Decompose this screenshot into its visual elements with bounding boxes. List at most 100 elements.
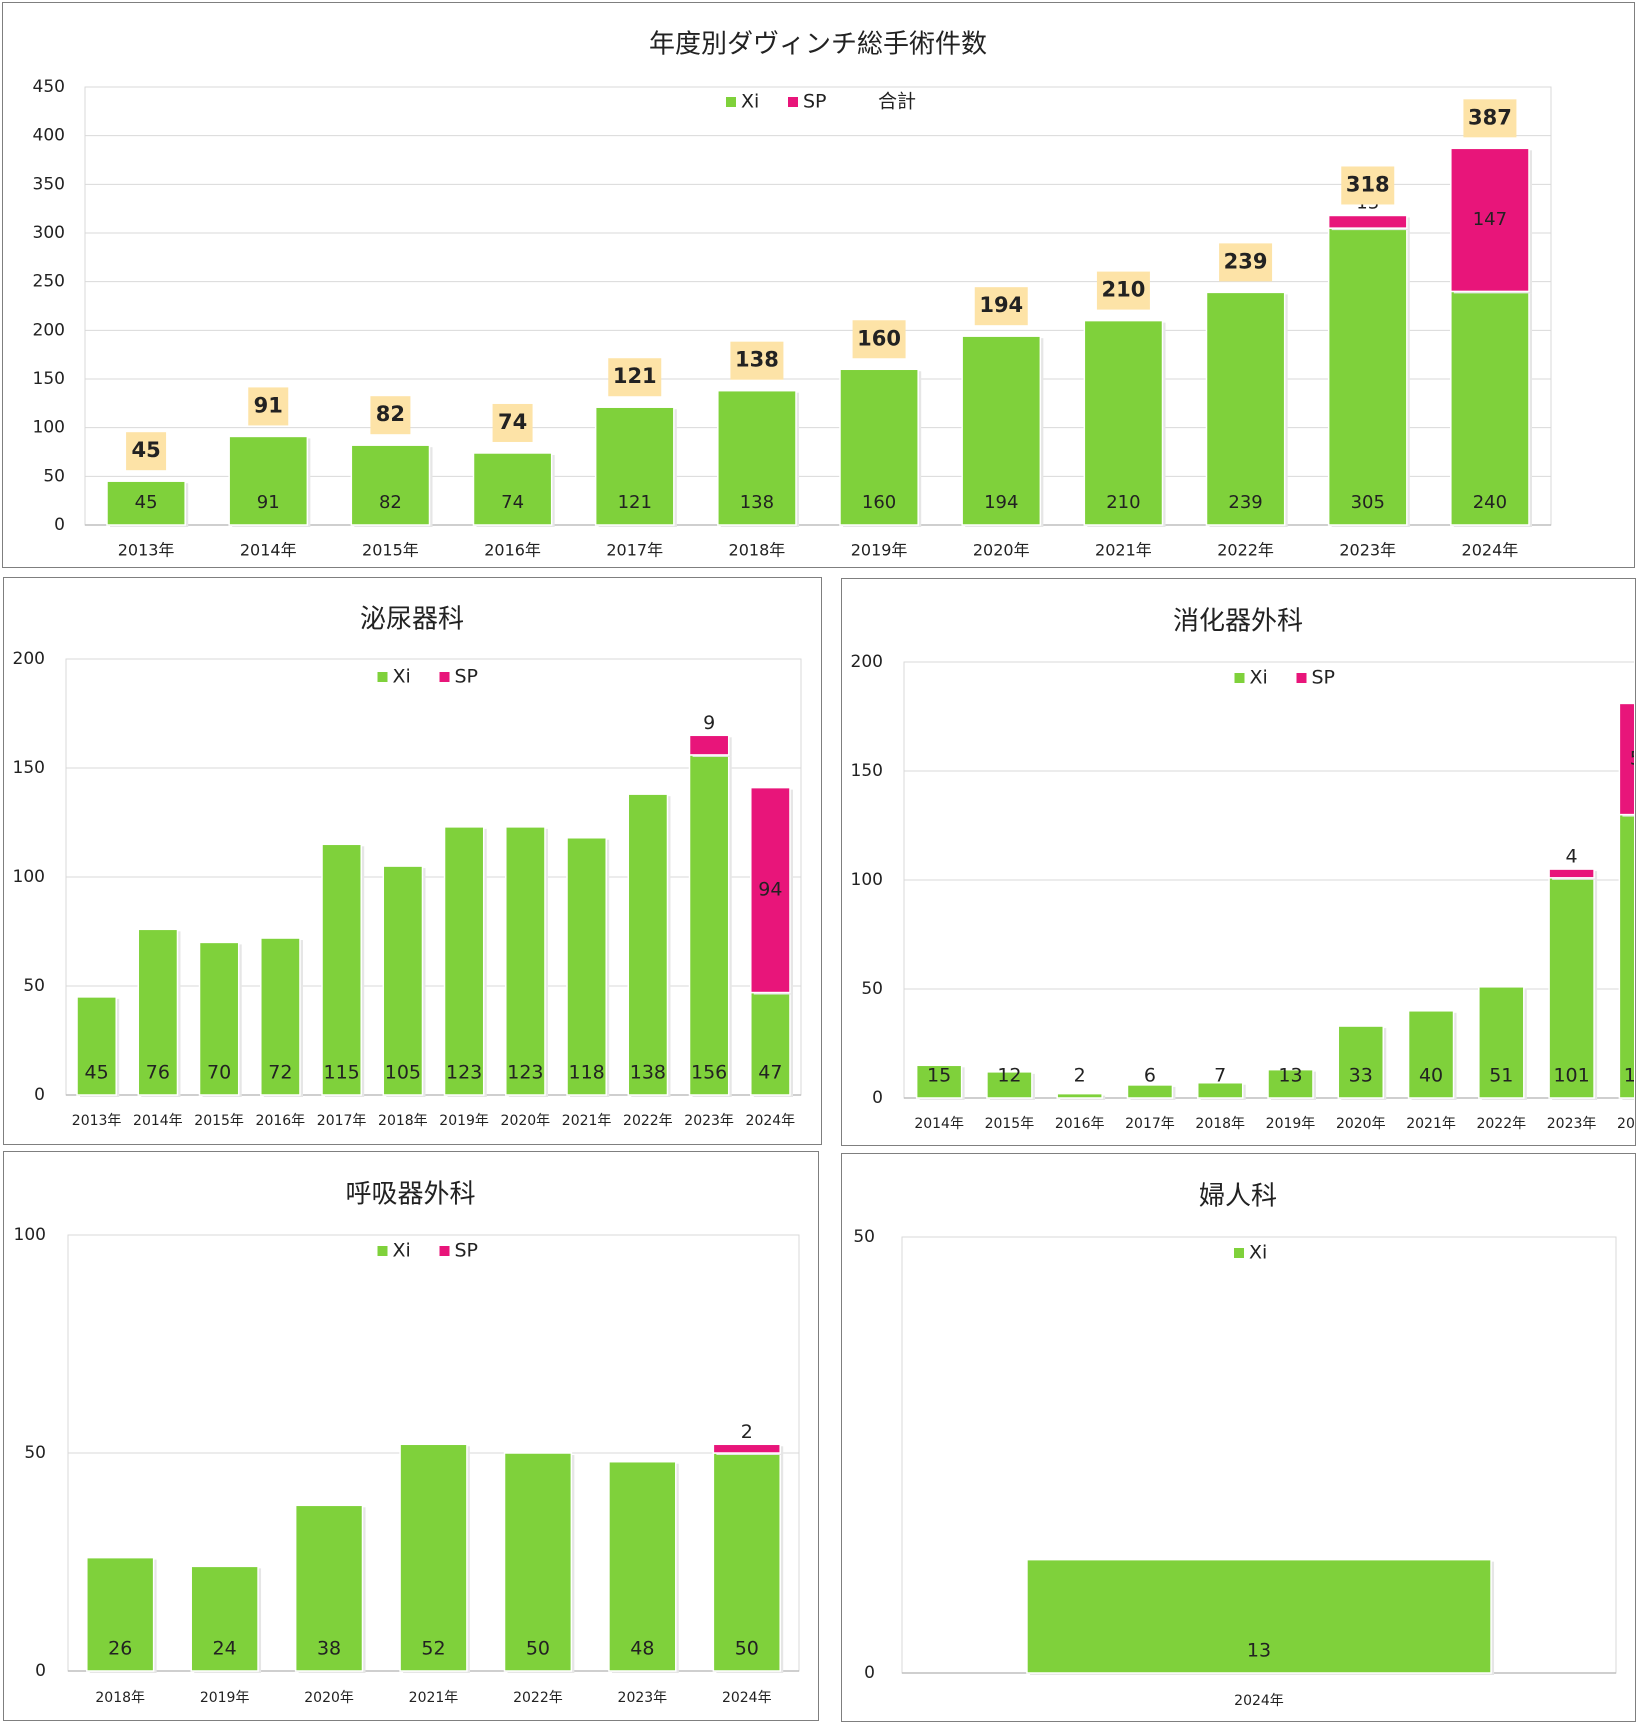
bar-xi: [627, 793, 669, 1096]
y-tick-label: 200: [851, 652, 883, 672]
x-tick-label: 2013年: [72, 1113, 122, 1129]
data-label-sp: 4: [1566, 846, 1578, 868]
data-label-xi: 115: [323, 1062, 359, 1084]
bar-xi: [608, 1460, 677, 1672]
data-label-xi: 33: [1349, 1065, 1373, 1087]
data-label-xi: 123: [446, 1062, 482, 1084]
data-label-xi: 6: [1144, 1065, 1156, 1087]
legend: Xi SP: [377, 1240, 478, 1262]
data-label-xi: 51: [1489, 1065, 1513, 1087]
data-label-xi: 38: [317, 1638, 341, 1660]
x-tick-label: 2024年: [1234, 1693, 1284, 1709]
legend-label-sp: SP: [803, 91, 827, 113]
x-tick-label: 2021年: [562, 1113, 612, 1129]
chart-urology: 泌尿器科 0 50 100 150 200 Xi SP 45 2013年 76 2014年 70 2015…: [13, 605, 802, 1129]
bar-sp: [750, 786, 791, 994]
legend-swatch-sp: [439, 1246, 450, 1256]
bar-xi: [1026, 1558, 1492, 1674]
total-box: [974, 287, 1028, 326]
data-label-xi: 2: [1074, 1065, 1086, 1087]
data-label-total: 160: [857, 326, 901, 350]
data-label-xi: 15: [927, 1065, 951, 1087]
x-tick-label: 2020年: [501, 1113, 551, 1129]
legend-swatch-xi: [377, 1246, 388, 1256]
x-tick-label: 2021年: [1095, 541, 1152, 560]
bar-xi: [1056, 1092, 1103, 1099]
y-tick-label: 50: [43, 466, 65, 486]
y-tick-label: 0: [54, 515, 65, 535]
data-label-xi: 12: [997, 1065, 1021, 1087]
data-label-xi: 45: [85, 1062, 109, 1084]
y-tick-label: 100: [851, 870, 883, 890]
legend-swatch-xi: [1234, 673, 1245, 683]
data-label-sp: 9: [703, 712, 715, 734]
data-label-xi: 13: [1247, 1640, 1271, 1662]
bar-sp: [1618, 702, 1634, 816]
data-label-xi: 160: [862, 492, 896, 513]
x-tick-label: 2024年: [1462, 541, 1519, 560]
data-label-total: 239: [1224, 249, 1268, 273]
bar-xi: [1478, 986, 1525, 1099]
bar-sp: [712, 1443, 781, 1454]
bar-xi: [1548, 877, 1595, 1099]
y-tick-label: 200: [13, 649, 45, 669]
chart-panel-thoracic: 呼吸器外科 0 50 100 Xi SP 26 2018年 24 2019年 38 2020年 52 20…: [3, 1151, 819, 1721]
bar-xi: [443, 826, 485, 1096]
data-label-xi: 138: [740, 492, 774, 513]
data-label-total: 45: [131, 438, 160, 462]
total-box: [126, 432, 167, 471]
bar-xi: [1337, 1025, 1385, 1099]
data-label-sp: 2: [741, 1421, 753, 1443]
data-label-xi: 47: [758, 1062, 782, 1084]
y-tick-label: 200: [33, 320, 65, 340]
data-label-xi: 210: [1106, 492, 1140, 513]
bar-xi: [1196, 1081, 1244, 1099]
legend-swatch-xi: [1234, 1248, 1244, 1258]
x-tick-label: 2017年: [1125, 1116, 1175, 1132]
data-label-xi: 13: [1278, 1065, 1302, 1087]
y-tick-label: 100: [13, 867, 45, 887]
legend-label-xi: Xi: [393, 1240, 411, 1262]
x-tick-label: 2015年: [362, 541, 419, 560]
chart-title: 消化器外科: [1173, 607, 1303, 637]
bar-xi: [1126, 1084, 1174, 1099]
bar-xi: [228, 435, 309, 526]
legend: Xi SP: [1234, 667, 1336, 689]
bar-xi: [1407, 1010, 1455, 1099]
data-label-total: 387: [1468, 105, 1512, 129]
total-box: [1096, 271, 1150, 310]
x-tick-label: 2017年: [606, 541, 663, 560]
total-box: [852, 320, 906, 359]
bar-xi: [350, 444, 431, 526]
chart-gynecology: 婦人科 0 50 Xi 13 2024年: [853, 1182, 1617, 1709]
legend-swatch-xi: [726, 97, 736, 107]
bar-xi: [137, 928, 179, 1096]
chart-title: 婦人科: [1199, 1182, 1277, 1212]
x-tick-label: 2019年: [200, 1690, 250, 1706]
data-label-xi: 130: [1624, 1065, 1634, 1087]
data-label-xi: 50: [526, 1638, 550, 1660]
bar-xi: [986, 1071, 1033, 1099]
bar-xi: [566, 837, 607, 1096]
y-tick-label: 150: [33, 369, 65, 389]
bar-xi: [712, 1452, 781, 1672]
total-box: [248, 387, 289, 426]
x-tick-label: 2014年: [914, 1116, 964, 1132]
data-label-total: 91: [254, 393, 283, 417]
y-tick-label: 0: [864, 1663, 875, 1683]
total-box: [370, 396, 411, 435]
data-label-xi: 123: [507, 1062, 543, 1084]
x-tick-label: 2024年: [722, 1690, 772, 1706]
bar-xi: [688, 754, 730, 1096]
data-label-total: 194: [979, 293, 1023, 317]
x-tick-label: 2018年: [95, 1690, 145, 1706]
bar-xi: [294, 1504, 364, 1672]
x-tick-label: 2023年: [684, 1113, 734, 1129]
data-label-xi: 74: [501, 492, 524, 513]
bar-xi: [839, 368, 919, 526]
bar-sp: [1450, 147, 1530, 293]
legend-label-sp: SP: [1312, 667, 1336, 689]
bar-sp: [688, 734, 730, 756]
bar-xi: [961, 335, 1042, 526]
total-box: [730, 341, 784, 380]
